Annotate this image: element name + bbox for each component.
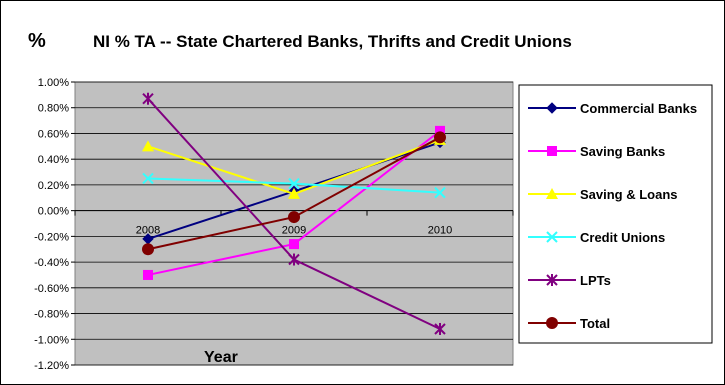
legend-marker [546, 231, 558, 243]
data-point [143, 269, 153, 280]
y-tick-label: -0.80% [34, 309, 69, 321]
chart-title: NI % TA -- State Chartered Banks, Thrift… [93, 32, 572, 51]
legend-item-credit-unions: Credit Unions [528, 230, 665, 245]
series-saving-banks [143, 125, 445, 280]
x-tick-label: 2009 [282, 225, 306, 237]
data-point [434, 131, 446, 144]
data-point [288, 177, 300, 190]
data-point [434, 322, 446, 335]
legend-box [518, 84, 713, 344]
legend-item-commercial-banks: Commercial Banks [528, 101, 697, 116]
x-tick-label: 2010 [428, 225, 452, 237]
y-tick-label: 0.40% [38, 154, 69, 166]
legend-label: LPTs [580, 273, 611, 288]
data-point [142, 172, 154, 185]
legend-marker [547, 146, 557, 156]
data-point [142, 92, 154, 105]
y-tick-labels: 1.00% 0.80% 0.60% 0.40% 0.20% 0.00% -0.20% -0.4… [34, 77, 69, 372]
legend-label: Total [580, 316, 610, 331]
y-tick-label: 0.00% [38, 206, 69, 218]
y-tick-label: -0.60% [34, 283, 69, 295]
legend-item-lpts: LPTs [528, 273, 611, 288]
legend-item-saving-banks: Saving Banks [528, 144, 665, 159]
legend: Commercial Banks Saving Banks Saving & Loa… [528, 101, 697, 331]
y-tick-label: 0.20% [38, 180, 69, 192]
x-tick-label: 2008 [136, 225, 160, 237]
legend-label: Credit Unions [580, 230, 665, 245]
data-point [289, 239, 299, 250]
data-point [288, 187, 300, 199]
data-point [434, 186, 446, 199]
x-axis-title: Year [204, 349, 238, 366]
y-tick-label: 0.80% [38, 103, 69, 115]
data-point [142, 140, 154, 152]
y-tick-label: -0.20% [34, 231, 69, 243]
x-axis: 2008 2009 2010 [74, 210, 514, 237]
series-total [142, 131, 446, 256]
plot-area [74, 81, 514, 366]
y-axis-label: % [28, 30, 46, 52]
legend-label: Saving Banks [580, 144, 665, 159]
legend-marker [546, 102, 558, 114]
legend-marker [546, 188, 558, 199]
y-tick-label: -1.20% [34, 360, 69, 372]
data-point [435, 125, 445, 136]
data-point [142, 243, 154, 256]
series-lines [142, 92, 446, 335]
data-point [288, 211, 300, 224]
legend-marker [546, 274, 558, 286]
legend-label: Saving & Loans [580, 187, 678, 202]
series-credit-unions [142, 172, 446, 199]
legend-item-total: Total [528, 316, 610, 331]
legend-item-saving-loans: Saving & Loans [528, 187, 678, 202]
y-tick-label: 0.60% [38, 128, 69, 140]
data-point [288, 253, 300, 266]
series-lpts [142, 92, 446, 335]
y-tick-label: 1.00% [38, 77, 69, 89]
legend-marker [546, 317, 558, 329]
legend-label: Commercial Banks [580, 101, 697, 116]
y-tick-label: -1.00% [34, 334, 69, 346]
y-tick-label: -0.40% [34, 257, 69, 269]
